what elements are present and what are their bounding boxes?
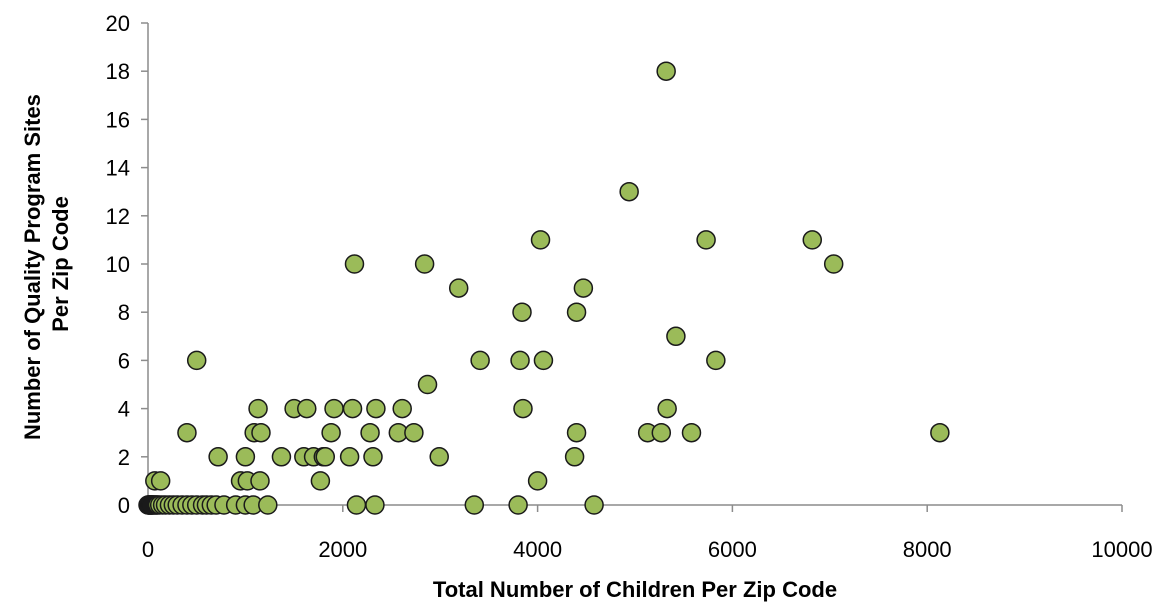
data-point <box>470 350 490 371</box>
y-axis-title: Number of Quality Program Sites Per Zip … <box>20 88 73 440</box>
data-point <box>235 447 256 467</box>
data-point <box>464 495 485 515</box>
data-point <box>566 302 587 322</box>
data-point <box>250 471 270 491</box>
data-point <box>681 422 702 443</box>
y-tick-label: 16 <box>106 107 130 132</box>
y-axis-title-line-2: Per Zip Code <box>48 196 73 332</box>
data-point <box>344 254 365 274</box>
y-tick-label: 8 <box>118 300 130 325</box>
data-point <box>297 398 317 419</box>
x-tick-label: 10000 <box>1091 537 1152 562</box>
x-axis-title: Total Number of Children Per Zip Code <box>433 577 837 602</box>
x-tick-label: 8000 <box>903 537 952 562</box>
data-point <box>315 447 336 467</box>
data-point <box>414 254 435 274</box>
data-point <box>360 422 380 443</box>
y-tick-label: 0 <box>118 493 130 518</box>
data-point <box>404 422 424 443</box>
y-tick-label: 18 <box>106 59 130 84</box>
data-point <box>508 495 528 515</box>
data-point <box>656 61 676 81</box>
y-tick-label: 12 <box>106 204 130 229</box>
data-point <box>564 447 585 467</box>
x-tick-label: 0 <box>142 537 154 562</box>
y-tick-label: 4 <box>118 397 130 422</box>
y-tick-label: 20 <box>106 11 130 36</box>
y-axis-ticks: 0 2 4 6 8 10 12 14 16 18 20 <box>106 11 148 518</box>
data-point <box>177 422 197 443</box>
data-point <box>696 230 716 250</box>
y-tick-label: 2 <box>118 445 130 470</box>
y-tick-label: 6 <box>118 348 130 373</box>
data-point <box>823 254 844 274</box>
data-point <box>342 398 363 419</box>
data-point <box>584 495 604 515</box>
x-axis-ticks: 0 2000 4000 6000 8000 10000 <box>142 505 1153 562</box>
data-point <box>533 350 554 371</box>
data-point <box>248 398 268 419</box>
data-point <box>208 447 228 467</box>
data-point <box>573 278 594 298</box>
data-point <box>666 326 686 347</box>
data-point <box>366 398 386 419</box>
data-point <box>448 278 469 298</box>
data-point <box>527 471 548 491</box>
data-point <box>429 447 449 467</box>
data-point <box>339 447 360 467</box>
data-point <box>619 181 639 202</box>
data-point <box>651 422 672 443</box>
data-point <box>310 471 331 491</box>
data-point <box>346 495 367 515</box>
y-tick-label: 10 <box>106 252 130 277</box>
data-points <box>138 61 950 515</box>
y-tick-label: 14 <box>106 156 130 181</box>
data-point <box>258 495 278 515</box>
data-point <box>324 398 344 419</box>
data-point <box>513 398 533 419</box>
data-point <box>566 422 587 443</box>
data-point <box>417 374 438 395</box>
data-point <box>251 422 271 443</box>
data-point <box>271 447 292 467</box>
data-point <box>363 447 383 467</box>
data-point <box>186 350 207 371</box>
x-tick-label: 6000 <box>708 537 757 562</box>
data-point <box>657 398 677 419</box>
data-point <box>392 398 412 419</box>
data-point <box>706 350 726 371</box>
data-point <box>930 422 950 443</box>
data-point <box>321 422 341 443</box>
data-point <box>530 230 551 250</box>
y-axis-title-line-1: Number of Quality Program Sites <box>20 94 45 440</box>
data-point <box>802 230 823 250</box>
x-tick-label: 4000 <box>513 537 562 562</box>
data-point <box>365 495 385 515</box>
data-point <box>512 302 532 322</box>
x-tick-label: 2000 <box>318 537 367 562</box>
data-point <box>510 350 530 371</box>
data-point <box>150 471 171 491</box>
